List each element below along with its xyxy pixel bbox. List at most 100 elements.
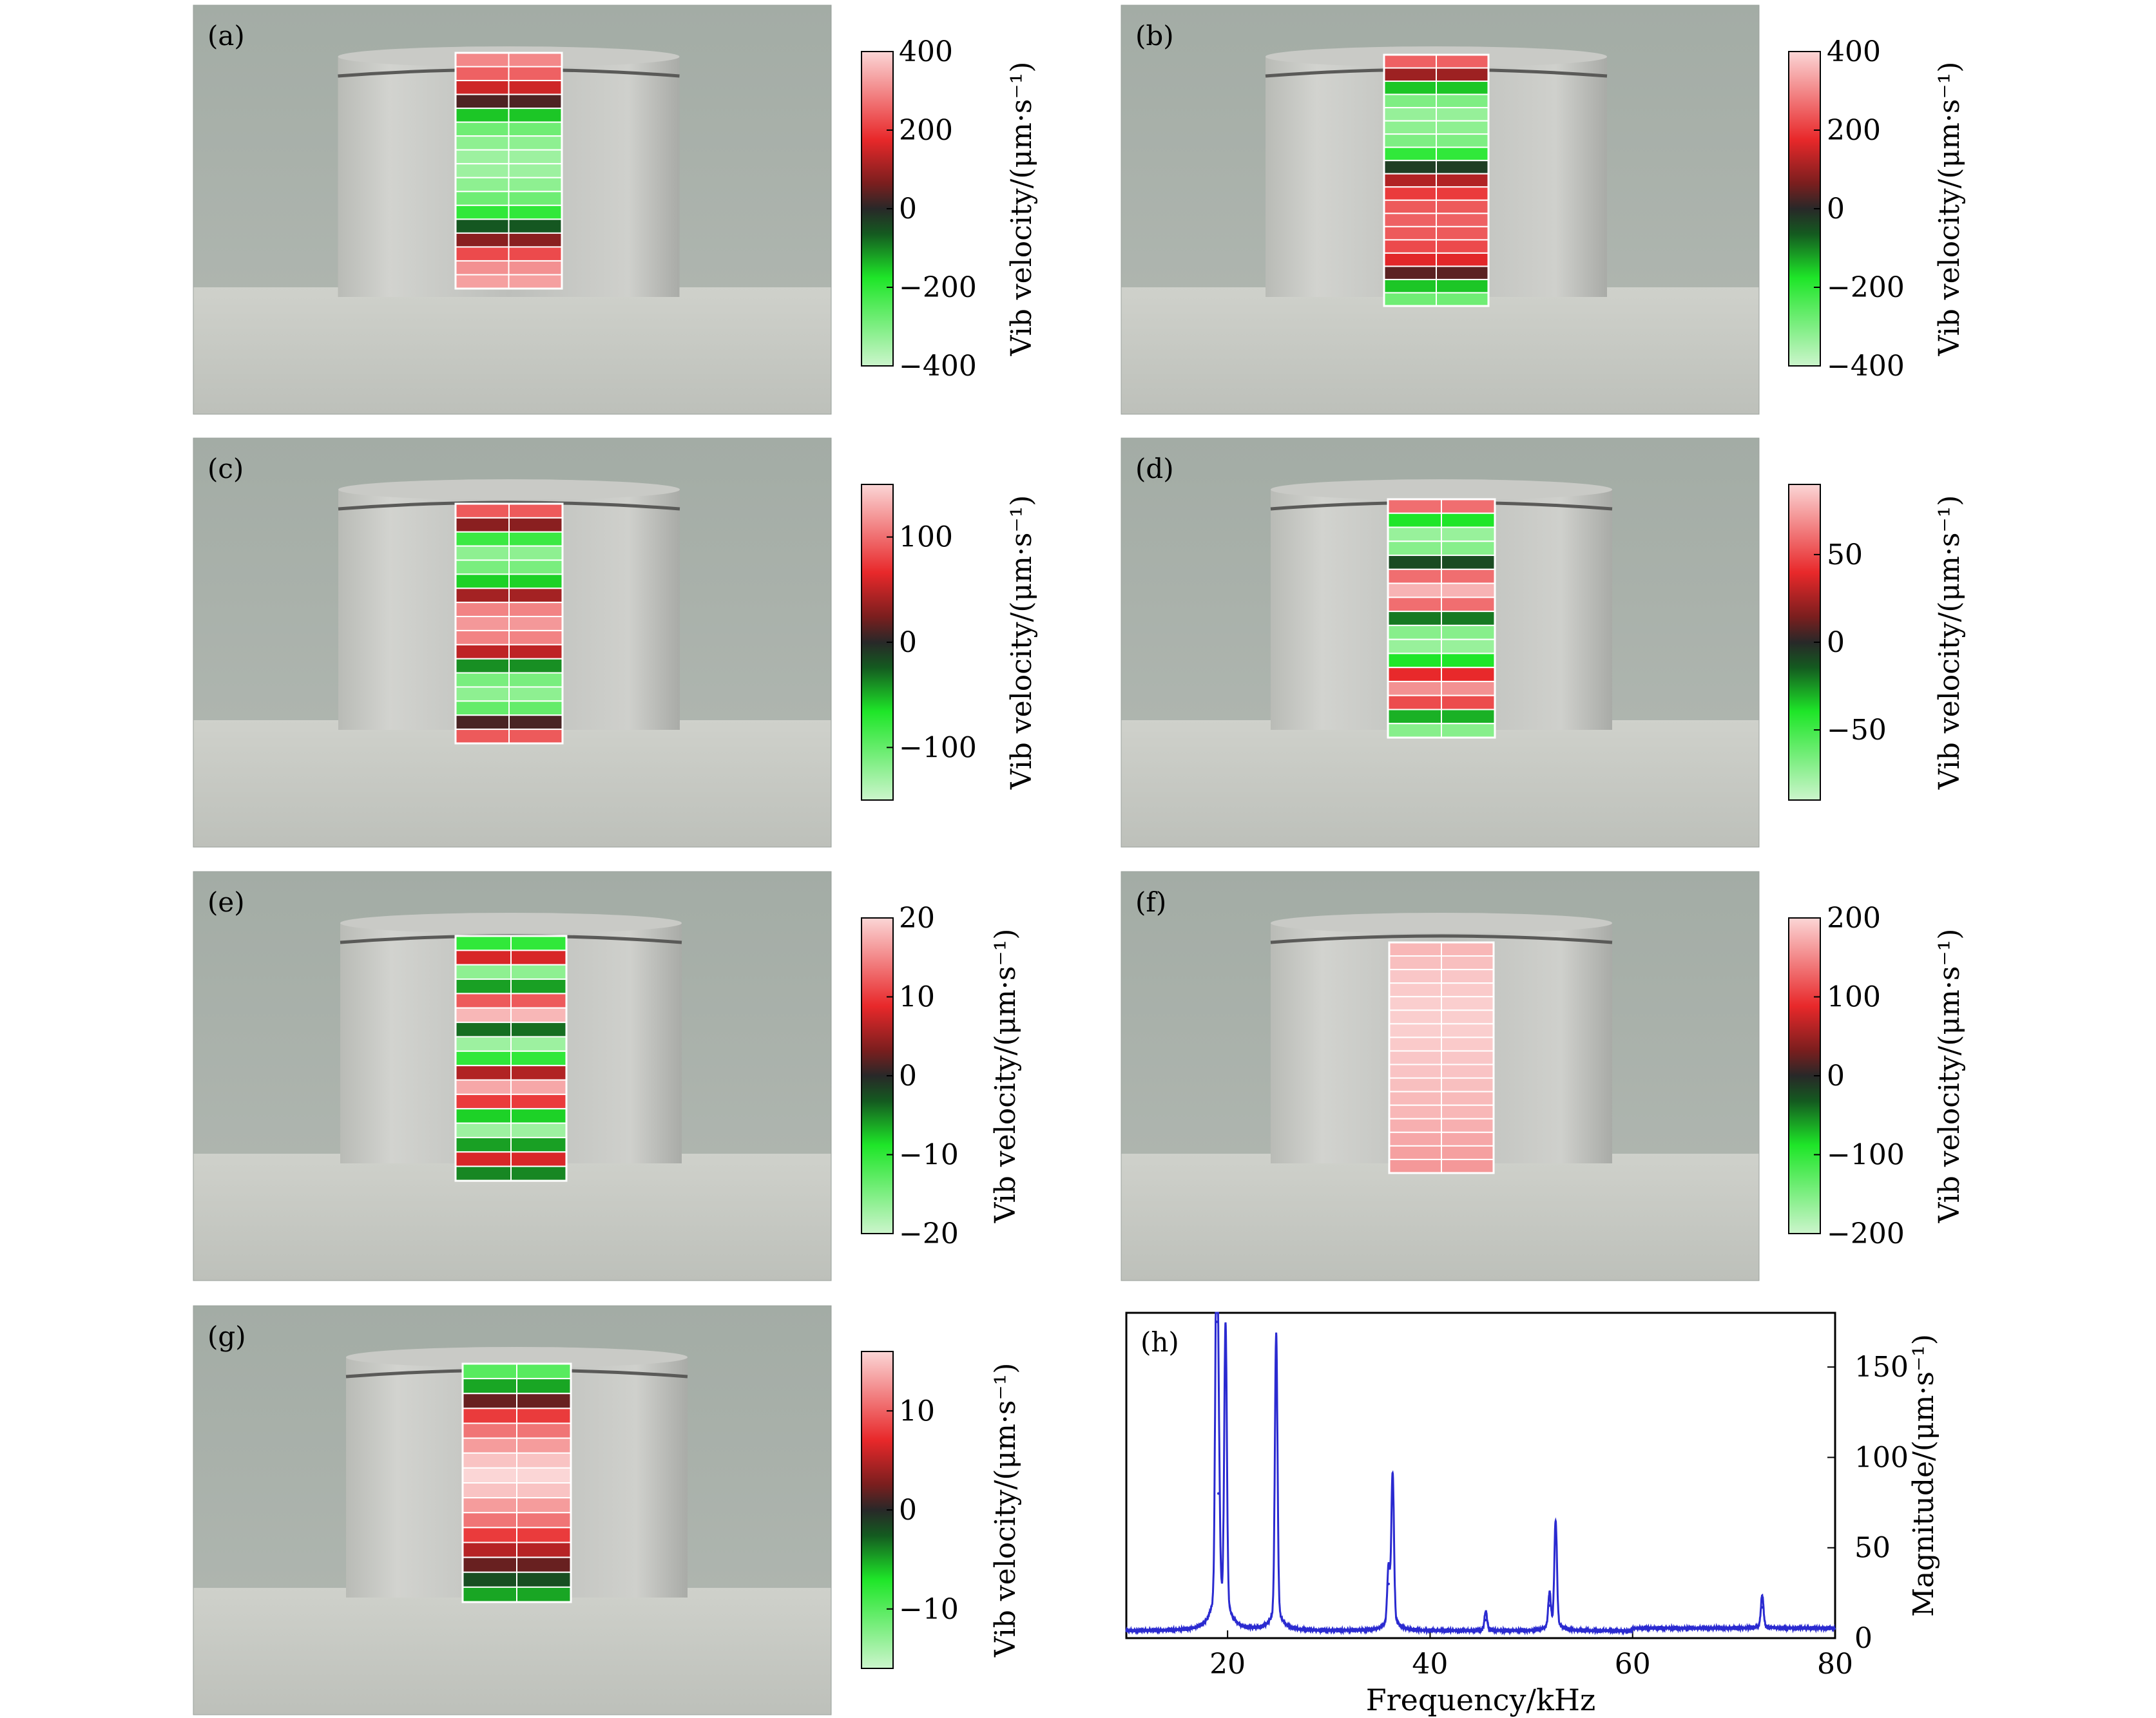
colorbar-tick-label: 20	[899, 902, 935, 935]
scan-cell-right	[510, 1136, 567, 1153]
colorbar-tick-label: 200	[1827, 902, 1881, 935]
scan-cell-left	[455, 964, 512, 980]
scan-cell-left	[455, 602, 510, 618]
scan-cell-right	[516, 1586, 572, 1603]
colorbar-tick-label: 10	[899, 1395, 935, 1427]
scan-cell-right	[1441, 996, 1494, 1011]
scan-cell-right	[1436, 213, 1489, 227]
ground-surface	[193, 1588, 831, 1715]
scan-cell-right	[1436, 278, 1489, 294]
scan-cell-left	[455, 232, 510, 248]
cylinder-top	[1271, 479, 1612, 500]
peak-point	[1760, 1606, 1764, 1609]
scan-cell-left	[455, 260, 510, 276]
scan-cell-right	[508, 517, 563, 533]
scan-cell-left	[1387, 723, 1442, 739]
scan-cell-right	[1441, 667, 1496, 682]
scan-cell-right	[1441, 969, 1494, 984]
scan-cell-left	[1383, 67, 1437, 82]
scan-cell-right	[1441, 723, 1496, 739]
scan-cell-right	[508, 80, 563, 95]
scan-cell-right	[510, 1165, 567, 1182]
colorbar-tick-label: 0	[899, 1060, 917, 1093]
panel-a: (a)	[193, 5, 832, 415]
scan-cell-right	[508, 714, 563, 730]
scan-cell-right	[508, 686, 563, 702]
scan-cell-left	[1389, 942, 1442, 957]
colorbar-tick-label: −400	[1827, 350, 1905, 383]
colorbar-label: Vib velocity/(μm·s⁻¹)	[1005, 62, 1038, 357]
scan-cell-right	[510, 950, 567, 966]
scan-cell-right	[516, 1422, 572, 1439]
scan-cell-left	[1389, 1050, 1442, 1065]
scan-outline	[454, 935, 568, 1182]
scan-cell-left	[455, 246, 510, 262]
scan-cell-right	[508, 232, 563, 248]
scan-cell-right	[508, 616, 563, 631]
scan-cell-left	[1389, 1104, 1442, 1120]
scan-cell-right	[508, 658, 563, 674]
scan-cell-right	[508, 531, 563, 547]
scan-cell-left	[1383, 199, 1437, 215]
scan-grid	[1388, 941, 1495, 1174]
colorbar-a: 400 200 0 −200 −400 Vib velocity/(μm·s⁻¹)	[861, 35, 1038, 383]
scan-cell-left	[455, 503, 510, 519]
scan-cell-left	[1387, 526, 1442, 542]
scan-cell-right	[1436, 225, 1489, 241]
scan-cell-right	[508, 559, 563, 575]
panel-label: (e)	[207, 886, 245, 918]
scan-grid	[454, 52, 563, 290]
scan-cell-left	[462, 1408, 517, 1424]
scan-cell-right	[1441, 638, 1496, 654]
colorbar-tick-label: −10	[899, 1593, 959, 1626]
scan-cell-left	[455, 1079, 512, 1095]
scan-cell-right	[516, 1512, 572, 1529]
scan-cell-right	[516, 1408, 572, 1424]
scan-cell-right	[510, 1151, 567, 1167]
y-axis-label: Magnitude/(μm·s⁻¹)	[1907, 1334, 1940, 1617]
scan-cell-right	[1441, 582, 1496, 598]
scan-cell-right	[1436, 173, 1489, 188]
colorbar-label: Vib velocity/(μm·s⁻¹)	[989, 1363, 1022, 1658]
colorbar-tick-label: −200	[1827, 1217, 1905, 1250]
photo-frame	[193, 5, 832, 415]
scan-cell-right	[1441, 611, 1496, 626]
colorbar-tick-label: −100	[899, 731, 977, 764]
photo-frame	[1121, 871, 1760, 1281]
scan-cell-right	[508, 121, 563, 137]
scan-cell-right	[508, 274, 563, 289]
scan-cell-right	[516, 1497, 572, 1514]
panel-label: (c)	[207, 453, 244, 484]
scan-cell-right	[510, 1036, 567, 1052]
scan-cell-left	[455, 191, 510, 206]
colorbar-tick-label: 200	[899, 114, 953, 147]
scan-cell-right	[516, 1541, 572, 1558]
photo-frame	[193, 871, 832, 1281]
scan-cell-right	[508, 260, 563, 276]
scan-cell-left	[455, 700, 510, 716]
panel-h: 20 40 60 800 50 100 150 (h) Frequency/kHz Magnitu…	[1125, 1312, 1940, 1717]
cylinder-top	[338, 479, 680, 500]
y-tick-label: 100	[1854, 1441, 1909, 1474]
scan-cell-right	[1441, 653, 1496, 669]
scan-cell-right	[510, 935, 567, 951]
scan-cell-right	[508, 218, 563, 234]
scan-cell-left	[1389, 969, 1442, 984]
peak-point	[1484, 1618, 1487, 1621]
photo-frame	[1121, 437, 1760, 848]
colorbar-label: Vib velocity/(μm·s⁻¹)	[1005, 495, 1038, 790]
scan-cell-left	[455, 1036, 512, 1052]
scan-cell-left	[1383, 133, 1437, 148]
panel-label: (f)	[1135, 886, 1166, 918]
plot-frame	[1125, 1312, 1836, 1639]
y-tick-label: 50	[1854, 1532, 1891, 1565]
scan-cell-left	[462, 1586, 517, 1603]
scan-cell-left	[1383, 213, 1437, 227]
scan-cell-left	[1383, 239, 1437, 254]
x-tick-label: 40	[1412, 1648, 1448, 1681]
scan-cell-right	[1441, 1009, 1494, 1025]
scan-cell-left	[455, 52, 510, 68]
scan-cell-right	[508, 191, 563, 206]
scan-grid	[454, 502, 564, 745]
scan-cell-left	[1383, 186, 1437, 201]
